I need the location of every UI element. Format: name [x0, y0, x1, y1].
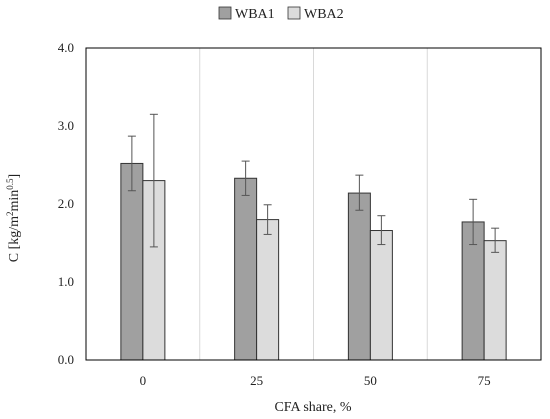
error-bars-group: [127, 113, 500, 253]
error-bar-wba1-25: [241, 160, 250, 196]
bar-wba2-50: [369, 230, 393, 361]
y-tick-label: 3.0: [58, 118, 74, 133]
error-bar-wba1-50: [355, 174, 364, 211]
x-axis-title: CFA share, %: [274, 400, 351, 415]
error-bar-wba2-0: [149, 113, 158, 248]
plot-area-frame: [85, 47, 542, 361]
bar-wba1-50: [347, 192, 371, 361]
legend-swatch-wba1: [218, 6, 232, 20]
x-tick-labels: 0 25 50 75: [140, 373, 491, 388]
y-tick-label: 0.0: [58, 352, 74, 367]
legend-label-wba1: WBA1: [235, 7, 275, 22]
y-tick-label: 1.0: [58, 274, 74, 289]
y-axis-title: C [kg/m2min0.5]: [5, 174, 22, 262]
error-bar-wba1-0: [127, 135, 136, 192]
y-tick-label: 4.0: [58, 40, 74, 55]
error-bar-wba2-75: [491, 227, 500, 253]
bar-wba2-25: [256, 219, 280, 361]
y-tick-label: 2.0: [58, 196, 74, 211]
x-tick-label: 0: [140, 373, 147, 388]
x-tick-label: 75: [478, 373, 491, 388]
vertical-gridlines: [199, 48, 428, 360]
error-bar-wba1-75: [469, 198, 478, 246]
error-bar-wba2-25: [263, 204, 272, 235]
bars-group: [120, 162, 507, 361]
legend: WBA1 WBA2: [218, 6, 344, 22]
y-tick-labels: 0.0 1.0 2.0 3.0 4.0: [58, 40, 74, 367]
error-bar-wba2-50: [377, 215, 386, 246]
x-tick-label: 25: [250, 373, 263, 388]
legend-label-wba2: WBA2: [304, 7, 344, 22]
legend-swatch-wba2: [287, 6, 301, 20]
bar-wba1-25: [234, 177, 258, 361]
bar-wba2-75: [483, 240, 507, 361]
bar-wba1-0: [120, 162, 144, 361]
x-tick-label: 50: [364, 373, 377, 388]
